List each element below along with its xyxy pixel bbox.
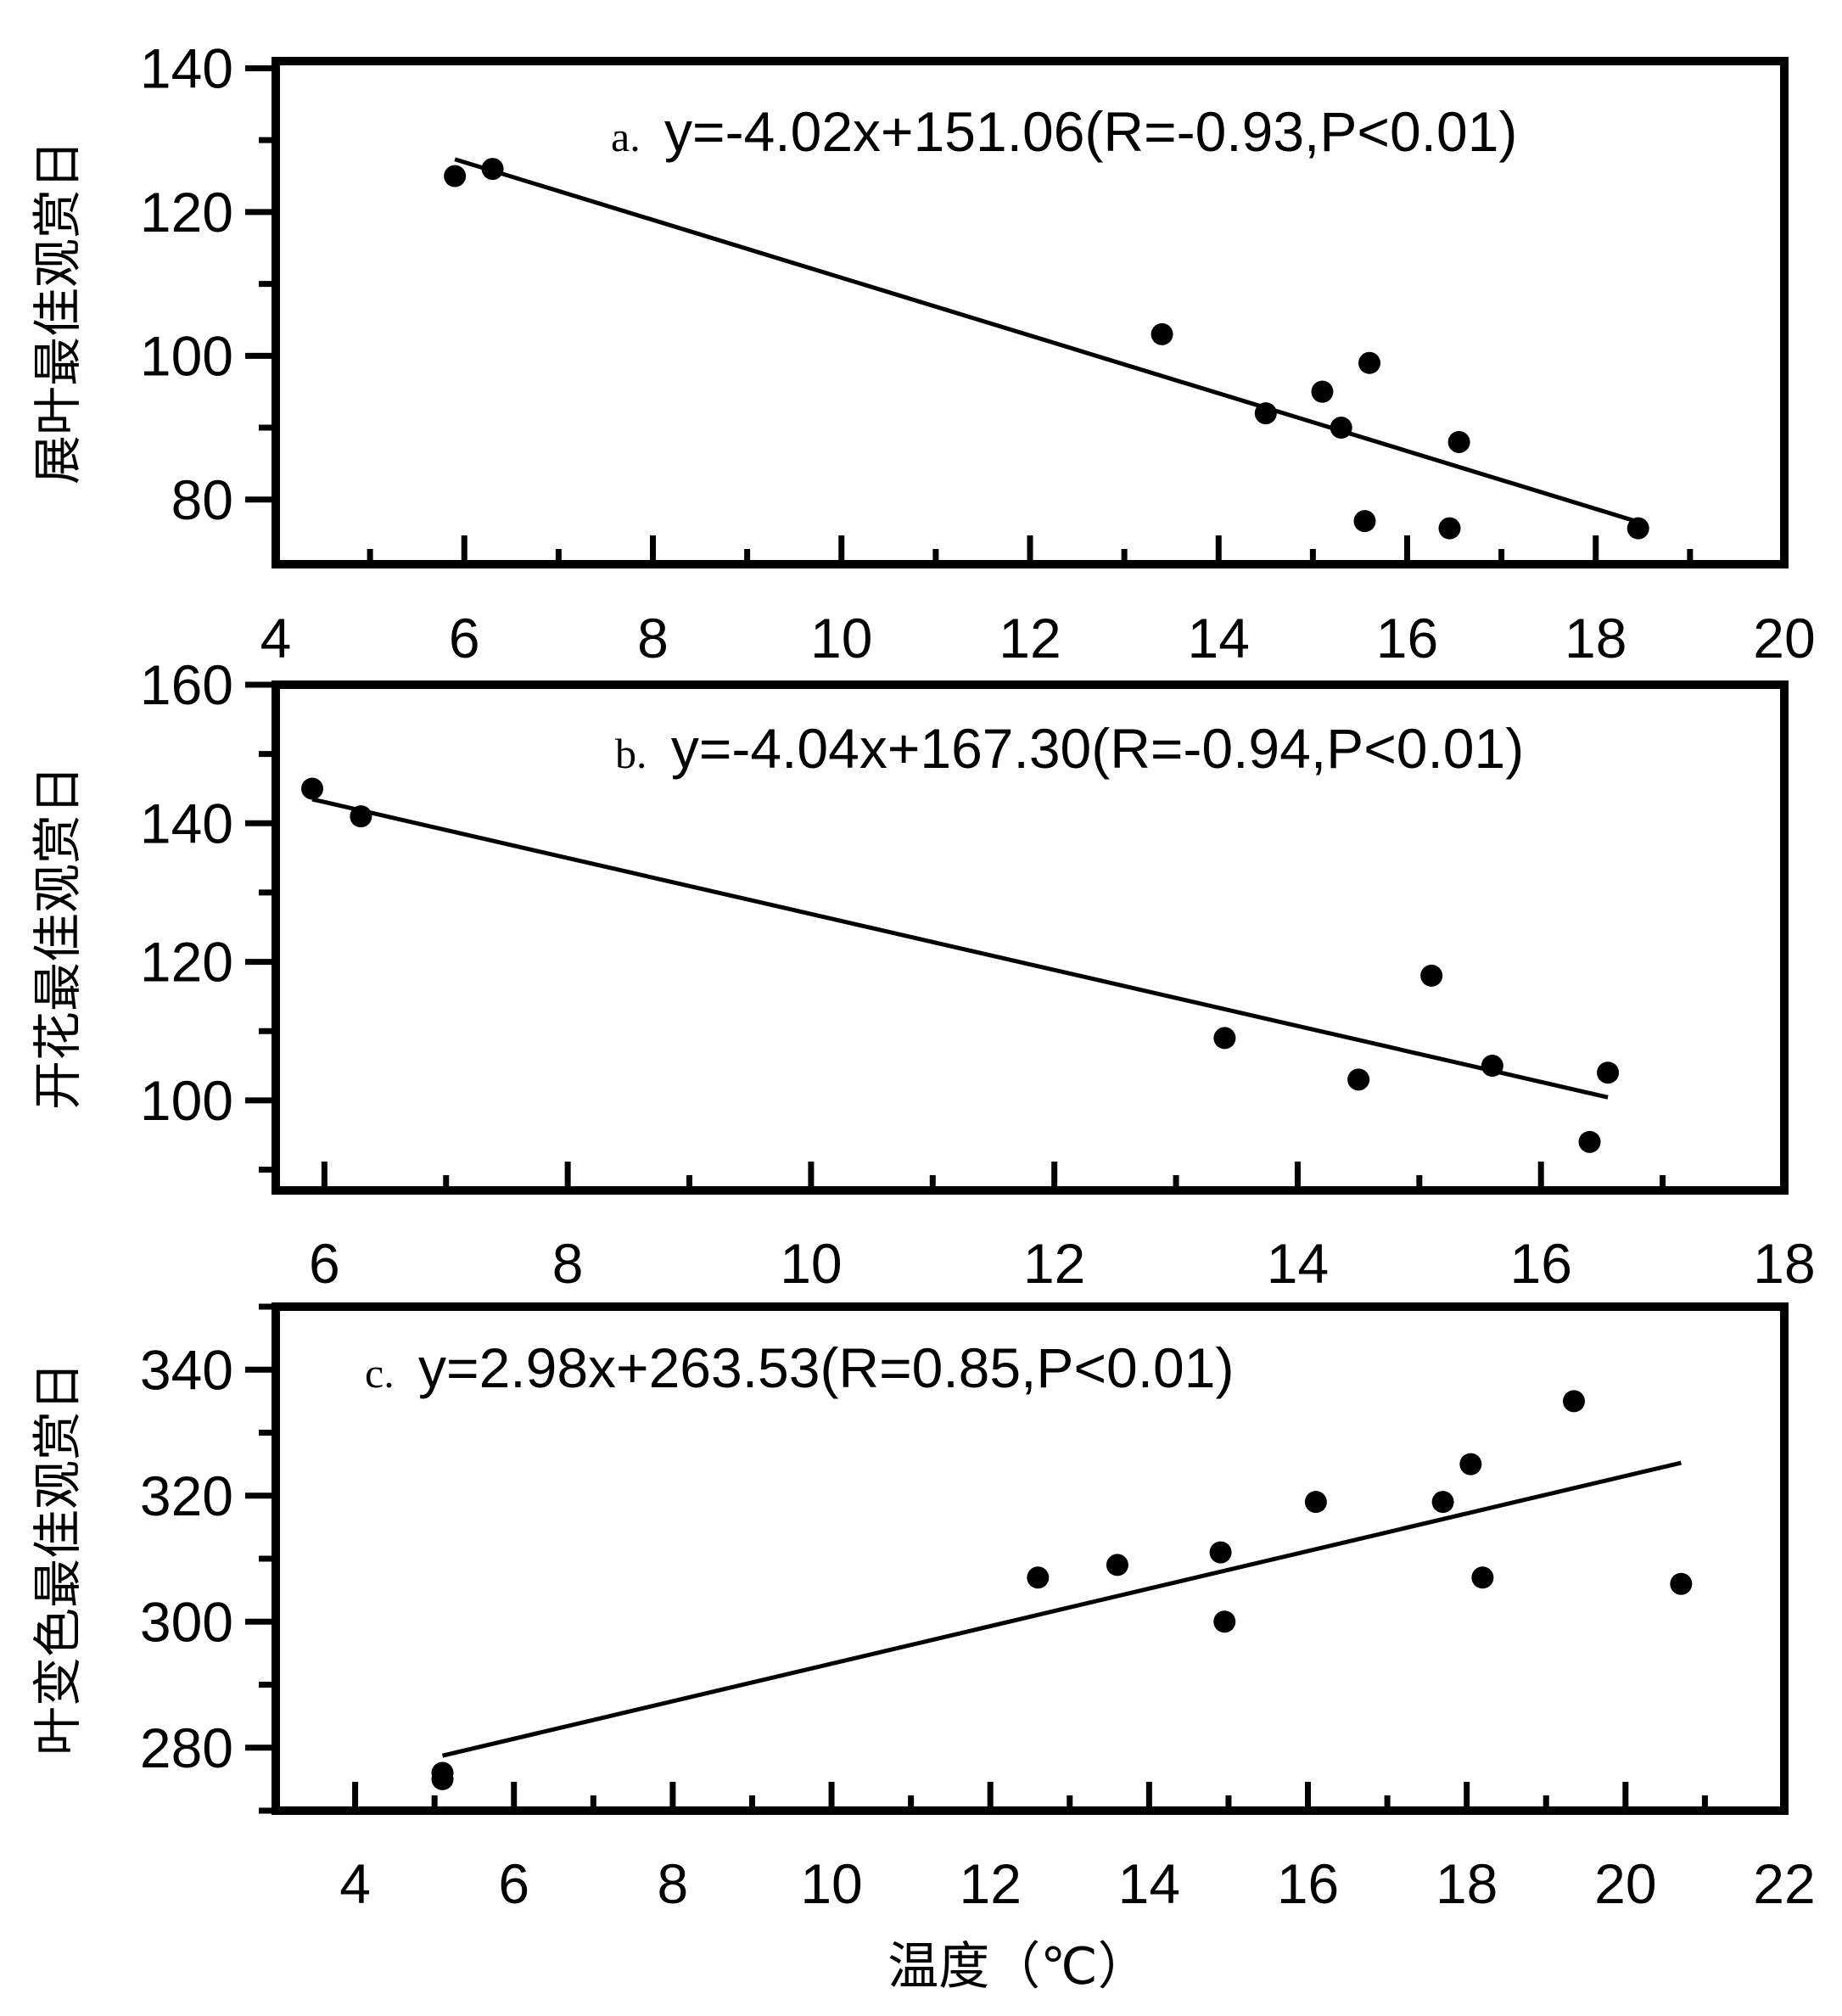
panel-a-x-tick-label: 20	[1753, 607, 1815, 669]
panel-c-data-point	[1213, 1610, 1236, 1633]
panel-a-data-point	[1330, 417, 1352, 440]
panel-c: 4 6 8 10 12 14 16 18 20 22 280 300 320 340 叶变色最佳观赏日 c…	[31, 1302, 1816, 1915]
panel-a-y-tick-label: 80	[171, 468, 233, 531]
panel-c-y-tick-label: 320	[140, 1464, 233, 1527]
panel-a-y-tick-label: 100	[140, 324, 233, 387]
panel-c-ylabel: 叶变色最佳观赏日	[31, 1362, 86, 1756]
panel-c-ticks: 4 6 8 10 12 14 16 18 20 22 280 300 320 340	[140, 1303, 1816, 1915]
panel-b-y-tick-label: 120	[140, 931, 233, 994]
panel-a-x-tick-label: 12	[999, 607, 1061, 669]
panel-a-annotation-equation: y=-4.02x+151.06(R=-0.93,P<0.01)	[664, 100, 1517, 163]
panel-b-data-point	[1213, 1027, 1236, 1050]
panel-c-y-tick-label: 300	[140, 1590, 233, 1653]
panel-c-data-point	[1459, 1453, 1482, 1476]
panel-a-x-tick-label: 6	[449, 607, 480, 669]
panel-c-data-point	[1471, 1566, 1494, 1589]
panel-b-x-tick-label: 6	[309, 1232, 340, 1295]
panel-a-x-tick-label: 4	[260, 607, 292, 669]
panel-c-data-point	[1563, 1390, 1586, 1413]
panel-a-data-point	[1151, 322, 1173, 345]
panel-b-data-point	[1420, 964, 1443, 987]
panel-b-x-tick-label: 12	[1023, 1232, 1085, 1295]
panel-a-annotation-prefix: a.	[611, 113, 641, 160]
panel-c-x-tick-label: 6	[498, 1852, 529, 1915]
panel-b-annotation: b. y=-4.04x+167.30(R=-0.94,P<0.01)	[615, 717, 1524, 780]
panel-a-data-point	[1438, 517, 1461, 540]
panel-c-y-tick-label: 340	[140, 1338, 233, 1401]
panel-a-data-point	[1311, 380, 1334, 403]
figure-xlabel: 温度（℃）	[887, 1938, 1148, 1995]
panel-b-frame	[272, 680, 1789, 1195]
panel-b-ylabel: 开花最佳观赏日	[31, 765, 86, 1110]
panel-a-x-tick-label: 10	[810, 607, 872, 669]
panel-c-data-point	[1106, 1554, 1128, 1576]
panel-a-ticks: 4 6 8 10 12 14 16 18 20 80 100 120 140	[140, 36, 1816, 669]
panel-b-data-point	[301, 777, 324, 800]
panel-b-marks	[301, 777, 1620, 1153]
panel-b-data-point	[1578, 1130, 1601, 1153]
panel-c-x-tick-label: 12	[959, 1852, 1021, 1915]
panel-b-data-point	[350, 805, 372, 828]
panel-a-y-tick-label: 120	[140, 181, 233, 244]
panel-a-x-tick-label: 16	[1376, 607, 1438, 669]
panel-b-x-tick-label: 10	[780, 1232, 842, 1295]
panel-c-data-point	[1209, 1541, 1232, 1564]
panel-c-data-point	[1027, 1566, 1050, 1589]
panel-b-data-point	[1481, 1055, 1503, 1078]
panel-a-marks	[444, 157, 1649, 540]
panel-c-x-tick-label: 22	[1753, 1852, 1815, 1915]
panel-b-data-point	[1597, 1061, 1620, 1084]
panel-a-x-tick-label: 8	[637, 607, 669, 669]
panel-c-y-tick-label: 280	[140, 1716, 233, 1779]
panel-a-data-point	[1254, 402, 1277, 425]
panel-b: 6 8 10 12 14 16 18 100 120 140 160 开花最佳观赏日 b. y=-4…	[31, 653, 1816, 1295]
panel-b-data-point	[1347, 1068, 1370, 1091]
panel-c-annotation: c. y=2.98x+263.53(R=0.85,P<0.01)	[365, 1336, 1234, 1399]
panel-b-y-tick-label: 100	[140, 1069, 233, 1132]
panel-c-marks	[431, 1390, 1693, 1790]
panel-a-data-point	[1626, 517, 1649, 540]
panel-b-fit-line	[311, 797, 1609, 1100]
panel-a-data-point	[444, 165, 467, 188]
panel-a-ylabel: 展叶最佳观赏日	[31, 140, 86, 484]
panel-c-annotation-equation: y=2.98x+263.53(R=0.85,P<0.01)	[418, 1336, 1234, 1399]
panel-c-x-tick-label: 10	[800, 1852, 862, 1915]
panel-c-data-point	[431, 1767, 454, 1790]
panel-c-x-tick-label: 14	[1118, 1852, 1180, 1915]
panel-a-x-tick-label: 14	[1188, 607, 1250, 669]
panel-a-annotation: a. y=-4.02x+151.06(R=-0.93,P<0.01)	[611, 100, 1517, 163]
panel-c-data-point	[1304, 1491, 1327, 1514]
panel-c-x-tick-label: 4	[339, 1852, 371, 1915]
panel-c-x-tick-label: 16	[1277, 1852, 1339, 1915]
panel-a-fit-line	[454, 157, 1639, 524]
panel-c-data-point	[1431, 1491, 1454, 1514]
panel-b-x-tick-label: 14	[1267, 1232, 1329, 1295]
panel-b-ticks: 6 8 10 12 14 16 18 100 120 140 160	[140, 653, 1816, 1295]
panel-a: 4 6 8 10 12 14 16 18 20 80 100 120 140 展叶最佳观赏日 a. y=…	[31, 36, 1816, 669]
panel-a-data-point	[1447, 430, 1470, 453]
panel-b-x-tick-label: 18	[1753, 1232, 1815, 1295]
panel-b-y-tick-label: 160	[140, 653, 233, 716]
panel-a-data-point	[1358, 351, 1381, 374]
panel-c-x-tick-label: 18	[1436, 1852, 1498, 1915]
panel-a-x-tick-label: 18	[1565, 607, 1626, 669]
panel-a-data-point	[481, 158, 504, 181]
panel-b-annotation-equation: y=-4.04x+167.30(R=-0.94,P<0.01)	[671, 717, 1524, 780]
panel-c-x-tick-label: 8	[658, 1852, 689, 1915]
panel-a-data-point	[1353, 510, 1376, 533]
panel-b-x-tick-label: 8	[552, 1232, 584, 1295]
panel-c-annotation-prefix: c.	[365, 1349, 395, 1397]
panel-c-data-point	[1670, 1572, 1693, 1595]
panel-c-x-tick-label: 20	[1594, 1852, 1656, 1915]
panel-c-fit-line	[441, 1460, 1682, 1758]
panel-b-y-tick-label: 140	[140, 792, 233, 854]
panel-b-x-tick-label: 16	[1510, 1232, 1572, 1295]
panel-b-annotation-prefix: b.	[615, 730, 647, 777]
panel-a-y-tick-label: 140	[140, 36, 233, 99]
